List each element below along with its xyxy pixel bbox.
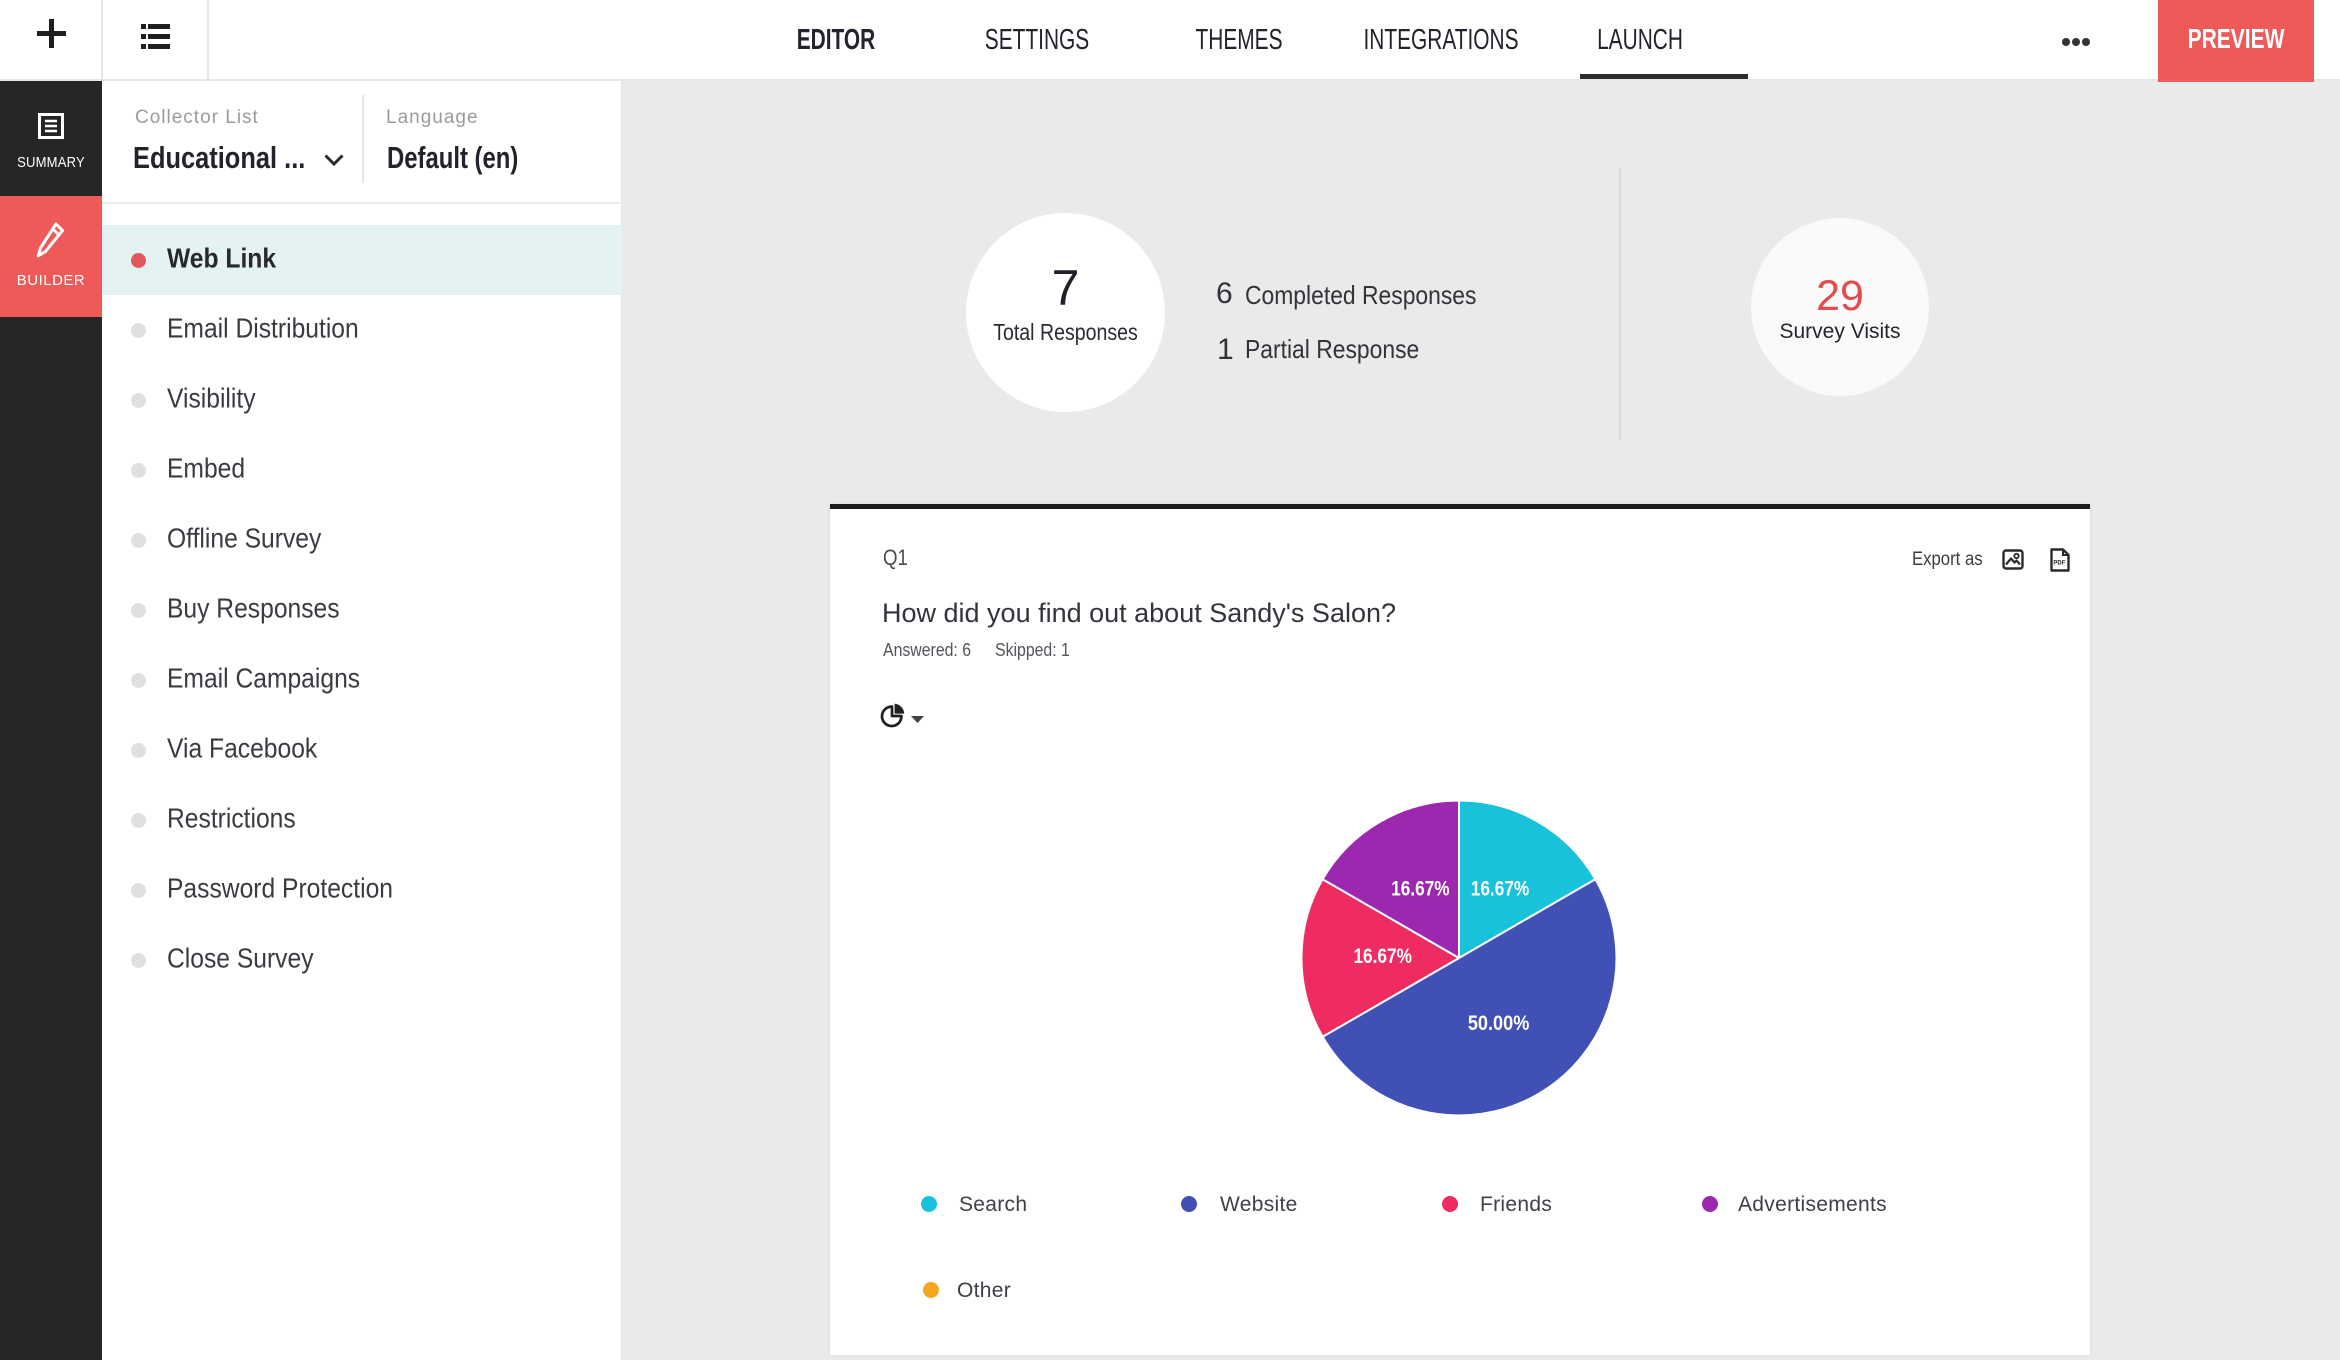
svg-text:PDF: PDF <box>2053 561 2065 567</box>
svg-text:50.00%: 50.00% <box>1468 1012 1530 1035</box>
svg-text:16.67%: 16.67% <box>1353 945 1412 968</box>
svg-text:16.67%: 16.67% <box>1391 877 1450 900</box>
svg-text:16.67%: 16.67% <box>1471 877 1530 900</box>
